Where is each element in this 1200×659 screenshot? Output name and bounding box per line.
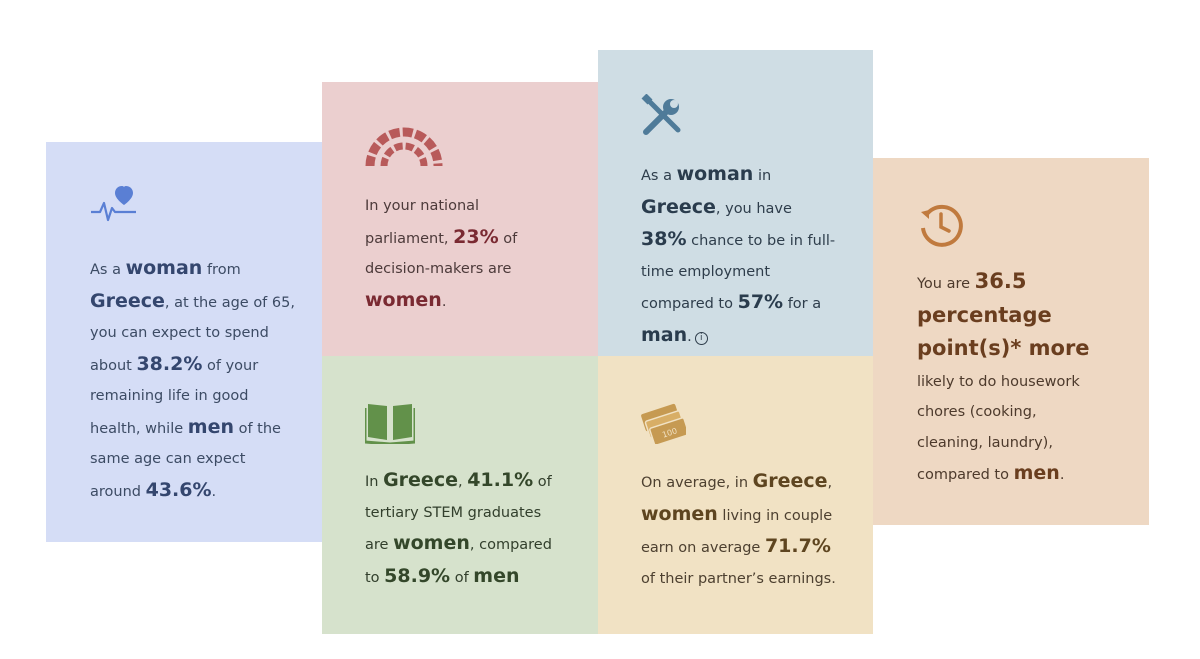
stem-text: In Greece, 41.1% of tertiary STEM gradua… [365, 469, 552, 587]
employment-text: As a woman in Greece, you have 38% chanc… [641, 163, 836, 346]
earnings-text: On average, in Greece, women living in c… [641, 470, 836, 587]
employment-card: As a woman in Greece, you have 38% chanc… [598, 50, 873, 356]
parliament-text: In your national parliament, 23% of deci… [365, 198, 518, 311]
tools-icon [641, 94, 681, 135]
stem-card: In Greece, 41.1% of tertiary STEM gradua… [322, 356, 598, 634]
info-icon[interactable]: i [694, 331, 708, 345]
money-icon: 100 [641, 403, 686, 444]
earnings-card: 100 On average, in Greece, women living … [598, 356, 873, 634]
housework-card: You are 36.5 percentage point(s)* more l… [873, 158, 1149, 525]
clock-icon [921, 204, 963, 247]
health-text: As a woman from Greece, at the age of 65… [90, 257, 295, 501]
heartbeat-icon [91, 186, 136, 222]
parliament-icon [365, 127, 443, 167]
svg-text:100: 100 [661, 426, 678, 439]
health-card: As a woman from Greece, at the age of 65… [46, 142, 322, 542]
housework-text: You are 36.5 percentage point(s)* more l… [917, 269, 1090, 484]
parliament-card: In your national parliament, 23% of deci… [322, 82, 598, 356]
book-icon [365, 404, 415, 444]
